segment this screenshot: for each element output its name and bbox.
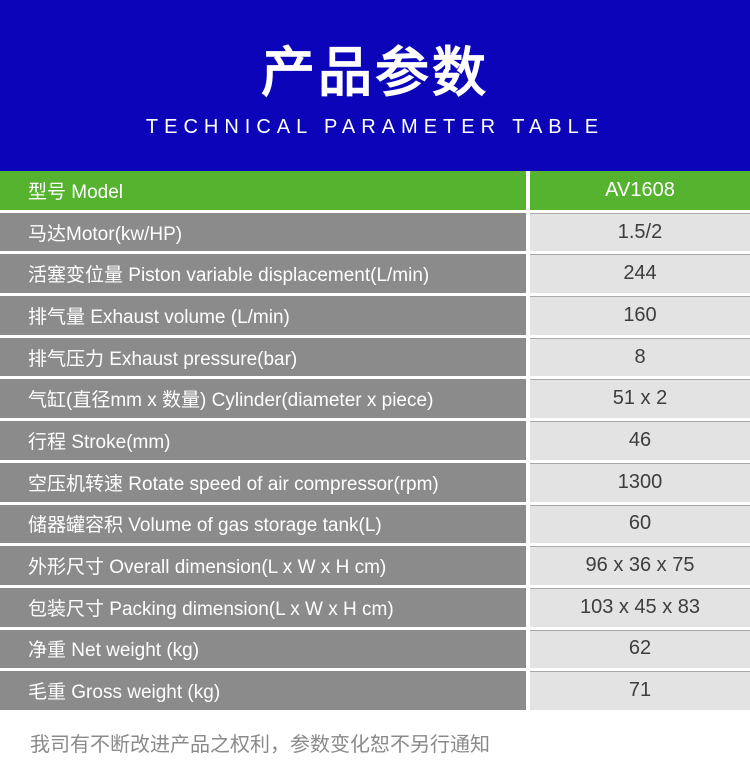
- spec-label: 型号 Model: [0, 171, 526, 210]
- table-row: 排气量 Exhaust volume (L/min) 160: [0, 296, 750, 335]
- table-row: 气缸(直径mm x 数量) Cylinder(diameter x piece)…: [0, 379, 750, 419]
- spec-label: 活塞变位量 Piston variable displacement(L/min…: [0, 254, 526, 294]
- table-row: 排气压力 Exhaust pressure(bar) 8: [0, 337, 750, 377]
- table-row: 包装尺寸 Packing dimension(L x W x H cm) 103…: [0, 587, 750, 627]
- table-row-model: 型号 Model AV1608: [0, 171, 750, 210]
- spec-label: 排气量 Exhaust volume (L/min): [0, 296, 526, 335]
- spec-value: 1300: [530, 462, 750, 502]
- spec-table: 型号 Model AV1608 马达Motor(kw/HP) 1.5/2 活塞变…: [0, 171, 750, 710]
- spec-value: 71: [530, 671, 750, 710]
- table-row: 净重 Net weight (kg) 62: [0, 629, 750, 669]
- table-row: 外形尺寸 Overall dimension(L x W x H cm) 96 …: [0, 546, 750, 585]
- spec-label: 毛重 Gross weight (kg): [0, 671, 526, 710]
- spec-label: 气缸(直径mm x 数量) Cylinder(diameter x piece): [0, 379, 526, 419]
- spec-value: 244: [530, 254, 750, 294]
- table-row: 活塞变位量 Piston variable displacement(L/min…: [0, 254, 750, 294]
- spec-label: 储器罐容积 Volume of gas storage tank(L): [0, 504, 526, 544]
- spec-value: 51 x 2: [530, 379, 750, 419]
- table-row: 毛重 Gross weight (kg) 71: [0, 671, 750, 710]
- spec-value: 160: [530, 296, 750, 335]
- spec-value: 8: [530, 337, 750, 377]
- page-subtitle: TECHNICAL PARAMETER TABLE: [145, 116, 605, 138]
- spec-label: 行程 Stroke(mm): [0, 421, 526, 460]
- page-title: 产品参数: [261, 43, 489, 103]
- spec-value: AV1608: [530, 171, 750, 210]
- spec-label: 净重 Net weight (kg): [0, 629, 526, 669]
- table-row: 马达Motor(kw/HP) 1.5/2: [0, 212, 750, 252]
- spec-value: 1.5/2: [530, 212, 750, 252]
- disclaimer-note: 我司有不断改进产品之权利，参数变化恕不另行通知: [30, 733, 490, 756]
- spec-value: 96 x 36 x 75: [530, 546, 750, 585]
- spec-label: 空压机转速 Rotate speed of air compressor(rpm…: [0, 462, 526, 502]
- spec-value: 46: [530, 421, 750, 460]
- spec-value: 62: [530, 629, 750, 669]
- spec-label: 排气压力 Exhaust pressure(bar): [0, 337, 526, 377]
- spec-label: 包装尺寸 Packing dimension(L x W x H cm): [0, 587, 526, 627]
- table-row: 储器罐容积 Volume of gas storage tank(L) 60: [0, 504, 750, 544]
- spec-value: 103 x 45 x 83: [530, 587, 750, 627]
- table-row: 行程 Stroke(mm) 46: [0, 421, 750, 460]
- spec-label: 外形尺寸 Overall dimension(L x W x H cm): [0, 546, 526, 585]
- table-row: 空压机转速 Rotate speed of air compressor(rpm…: [0, 462, 750, 502]
- spec-label: 马达Motor(kw/HP): [0, 212, 526, 252]
- spec-value: 60: [530, 504, 750, 544]
- header-banner: 产品参数 TECHNICAL PARAMETER TABLE: [0, 0, 750, 171]
